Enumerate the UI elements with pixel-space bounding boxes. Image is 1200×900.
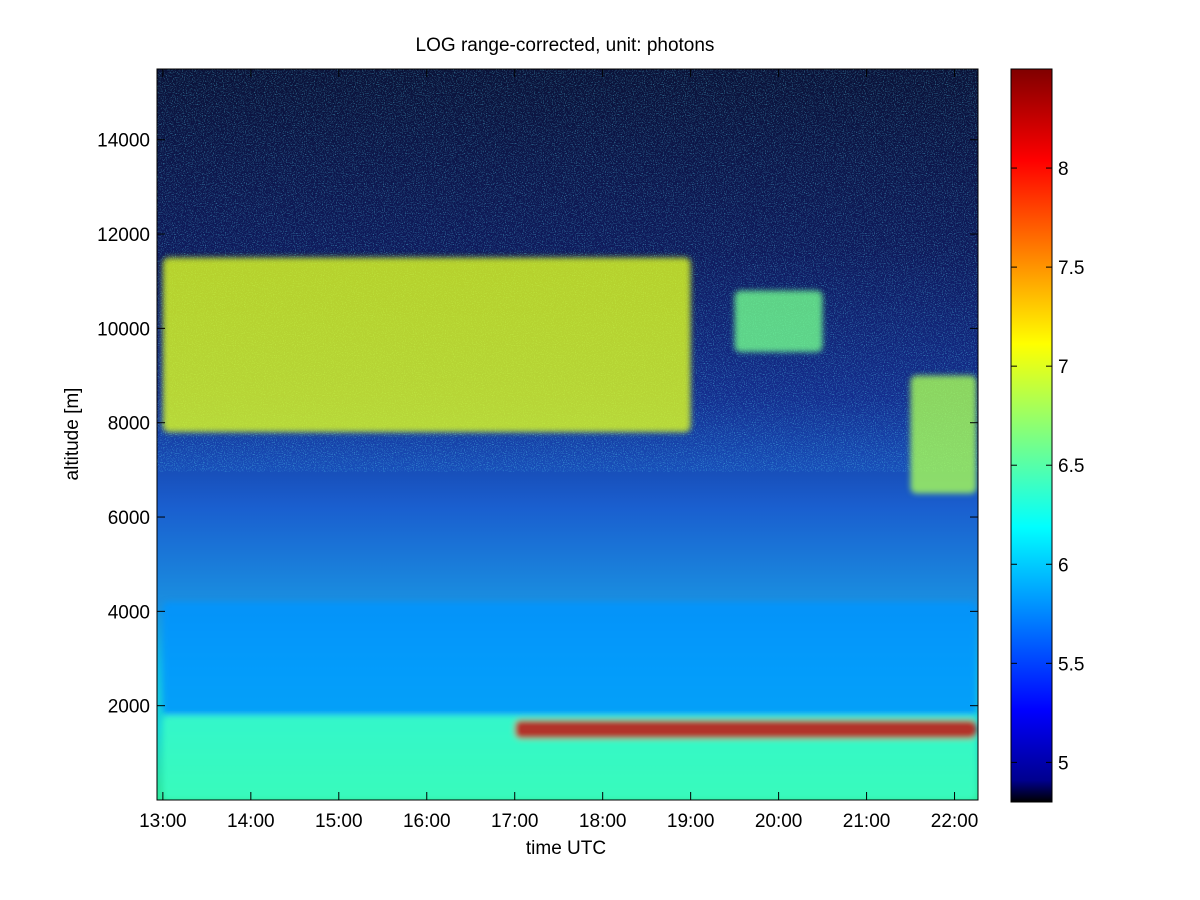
colorbar-scale xyxy=(1011,69,1052,802)
chart-title: LOG range-corrected, unit: photons xyxy=(416,35,715,56)
colorbar-tick-label: 6 xyxy=(1058,555,1069,576)
x-tick-label: 15:00 xyxy=(315,811,363,832)
colorbar-border xyxy=(1010,68,1053,803)
x-axis-title: time UTC xyxy=(526,838,606,859)
feature-cirrus-2 xyxy=(162,257,691,433)
colorbar-tick-label: 7.5 xyxy=(1058,258,1084,279)
y-tick-label: 14000 xyxy=(97,131,150,152)
x-tick-label: 19:00 xyxy=(667,811,715,832)
y-tick-label: 6000 xyxy=(108,508,150,529)
plot-border xyxy=(156,68,979,801)
plot-area: 13:00 14:00 15:00 16:00 17:00 18:00 19:00 20:00… xyxy=(97,68,979,832)
x-tick-label: 16:00 xyxy=(403,811,451,832)
feature-cirrus-3 xyxy=(734,290,823,352)
colorbar-tick-label: 5.5 xyxy=(1058,654,1084,675)
y-tick-label: 12000 xyxy=(97,225,150,246)
y-tick-label: 4000 xyxy=(108,602,150,623)
x-tick-label: 21:00 xyxy=(843,811,891,832)
x-tick-label: 22:00 xyxy=(931,811,979,832)
x-tick-label: 17:00 xyxy=(491,811,539,832)
y-axis-title: altitude [m] xyxy=(62,388,83,481)
feature-cirrus-4 xyxy=(910,375,977,494)
feature-aerosol-layer-1 xyxy=(162,601,977,716)
feature-cloud-base-5 xyxy=(514,719,977,739)
x-tick-label: 20:00 xyxy=(755,811,803,832)
y-tick-label: 10000 xyxy=(97,319,150,340)
x-tick-label: 18:00 xyxy=(579,811,627,832)
colorbar-tick-label: 8 xyxy=(1058,159,1069,180)
colorbar: 5 5.5 6 6.5 7 7.5 8 xyxy=(1010,68,1084,803)
colorbar-tick-label: 5 xyxy=(1058,753,1069,774)
x-tick-label: 13:00 xyxy=(139,811,187,832)
y-tick-label: 8000 xyxy=(108,414,150,435)
x-tick-label: 14:00 xyxy=(227,811,275,832)
colorbar-tick-label: 6.5 xyxy=(1058,456,1084,477)
y-tick-label: 2000 xyxy=(108,697,150,718)
colorbar-tick-label: 7 xyxy=(1058,357,1069,378)
